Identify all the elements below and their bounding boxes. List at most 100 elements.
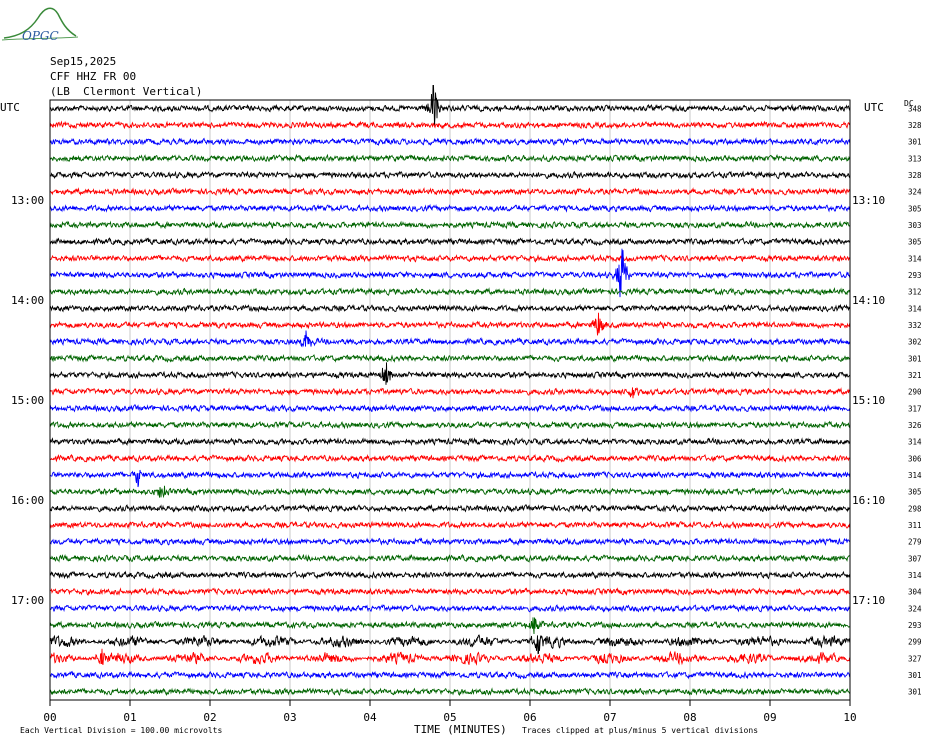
trace-row-15	[49, 353, 850, 363]
right-hour-label: 16:10	[852, 494, 885, 507]
dc-offset-value: 304	[908, 588, 922, 597]
x-tick-label: 02	[203, 711, 216, 724]
trace-row-14	[49, 330, 851, 348]
x-tick-label: 08	[683, 711, 696, 724]
dc-offset-value: 324	[908, 188, 922, 197]
trace-row-22	[49, 469, 851, 488]
trace-row-7	[49, 220, 851, 230]
dc-offset-value: 298	[908, 504, 922, 513]
trace-row-2	[49, 137, 851, 147]
dc-offset-value: 293	[908, 271, 922, 280]
trace-row-1	[49, 120, 851, 130]
dc-offset-value: 301	[908, 671, 922, 680]
dc-offset-value: 328	[908, 121, 922, 130]
left-hour-label: 15:00	[11, 394, 44, 407]
trace-row-17	[49, 387, 851, 399]
x-tick-label: 00	[43, 711, 56, 724]
seismic-traces	[49, 85, 851, 697]
dc-offset-value: 328	[908, 171, 922, 180]
trace-row-28	[49, 570, 851, 580]
x-tick-label: 01	[123, 711, 136, 724]
clip-note: Traces clipped at plus/minus 5 vertical …	[522, 726, 758, 735]
trace-row-5	[49, 187, 851, 197]
trace-row-18	[49, 403, 851, 413]
dc-offset-value: 314	[908, 254, 922, 263]
dc-offset-value: 307	[908, 554, 922, 563]
trace-row-26	[49, 537, 851, 547]
left-hour-label: 13:00	[11, 194, 44, 207]
trace-row-35	[49, 687, 851, 697]
trace-row-32	[49, 634, 851, 655]
dc-offset-value: 305	[908, 488, 922, 497]
dc-offset-value: 321	[908, 371, 922, 380]
trace-row-10	[49, 248, 851, 298]
trace-row-9	[49, 253, 851, 263]
trace-row-20	[50, 437, 851, 447]
right-hour-label: 14:10	[852, 294, 885, 307]
scale-note: Each Vertical Division = 100.00 microvol…	[20, 726, 222, 735]
x-tick-label: 09	[763, 711, 776, 724]
left-hour-label: 17:00	[11, 594, 44, 607]
dc-offset-value: 326	[908, 421, 922, 430]
x-axis-title: TIME (MINUTES)	[414, 723, 507, 736]
station-code: CFF HHZ FR 00	[50, 70, 137, 83]
trace-row-3	[49, 153, 851, 163]
trace-row-19	[49, 420, 851, 430]
trace-row-13	[49, 312, 851, 336]
x-tick-label: 07	[603, 711, 616, 724]
dc-offset-value: 305	[908, 204, 922, 213]
trace-row-34	[49, 670, 851, 680]
right-hour-label: 15:10	[852, 394, 885, 407]
left-hour-label: 14:00	[11, 294, 44, 307]
dc-offset-value: 305	[908, 238, 922, 247]
trace-row-11	[49, 287, 851, 297]
axis-labels: 00 01 02 03 04 05 06 07 08 09 10 348 328 301 313 328 324…	[11, 104, 922, 724]
trace-row-12	[49, 303, 851, 313]
dc-offset-value: 301	[908, 688, 922, 697]
right-utc-label: UTC	[864, 101, 884, 114]
dc-offset-value: 314	[908, 304, 922, 313]
dc-offset-value: 332	[908, 321, 922, 330]
dc-offset-value: 314	[908, 471, 922, 480]
station-location: (LB Clermont Vertical)	[50, 85, 203, 98]
dc-offset-value: 279	[908, 538, 922, 547]
plot-date: Sep15,2025	[50, 55, 117, 68]
x-tick-label: 03	[283, 711, 296, 724]
dc-offset-value: 293	[908, 621, 922, 630]
trace-row-25	[49, 520, 851, 530]
trace-row-31	[49, 617, 851, 635]
left-hour-label: 16:00	[11, 494, 44, 507]
dc-offset-value: 324	[908, 604, 922, 613]
dc-offset-value: 301	[908, 354, 922, 363]
opgc-logo: OPGC	[1, 7, 79, 43]
x-tick-label: 04	[363, 711, 377, 724]
x-tick-label: 06	[523, 711, 536, 724]
right-hour-label: 13:10	[852, 194, 885, 207]
logo-text: OPGC	[22, 29, 59, 43]
trace-row-29	[49, 587, 851, 597]
right-hour-label: 17:10	[852, 594, 885, 607]
trace-row-24	[49, 503, 851, 513]
dc-offset-value: 299	[908, 638, 922, 647]
minute-gridlines	[129, 100, 771, 700]
x-tick-label: 05	[443, 711, 456, 724]
dc-offset-value: 314	[908, 438, 922, 447]
dc-offset-value: 314	[908, 571, 922, 580]
dc-offset-value: 313	[908, 154, 922, 163]
trace-row-4	[50, 170, 851, 180]
trace-row-30	[49, 604, 851, 613]
dc-offset-header: DC	[904, 99, 914, 108]
dc-offset-value: 301	[908, 138, 922, 147]
trace-row-0	[49, 85, 851, 126]
dc-offset-value: 306	[908, 454, 922, 463]
dc-offset-value: 290	[908, 388, 922, 397]
dc-offset-value: 348	[908, 104, 922, 113]
trace-row-21	[49, 453, 851, 463]
dc-offset-value: 302	[908, 338, 922, 347]
dc-offset-value: 311	[908, 521, 922, 530]
trace-row-16	[49, 362, 851, 385]
x-tick-label: 10	[843, 711, 856, 724]
dc-offset-value: 327	[908, 654, 922, 663]
left-utc-label: UTC	[0, 101, 20, 114]
